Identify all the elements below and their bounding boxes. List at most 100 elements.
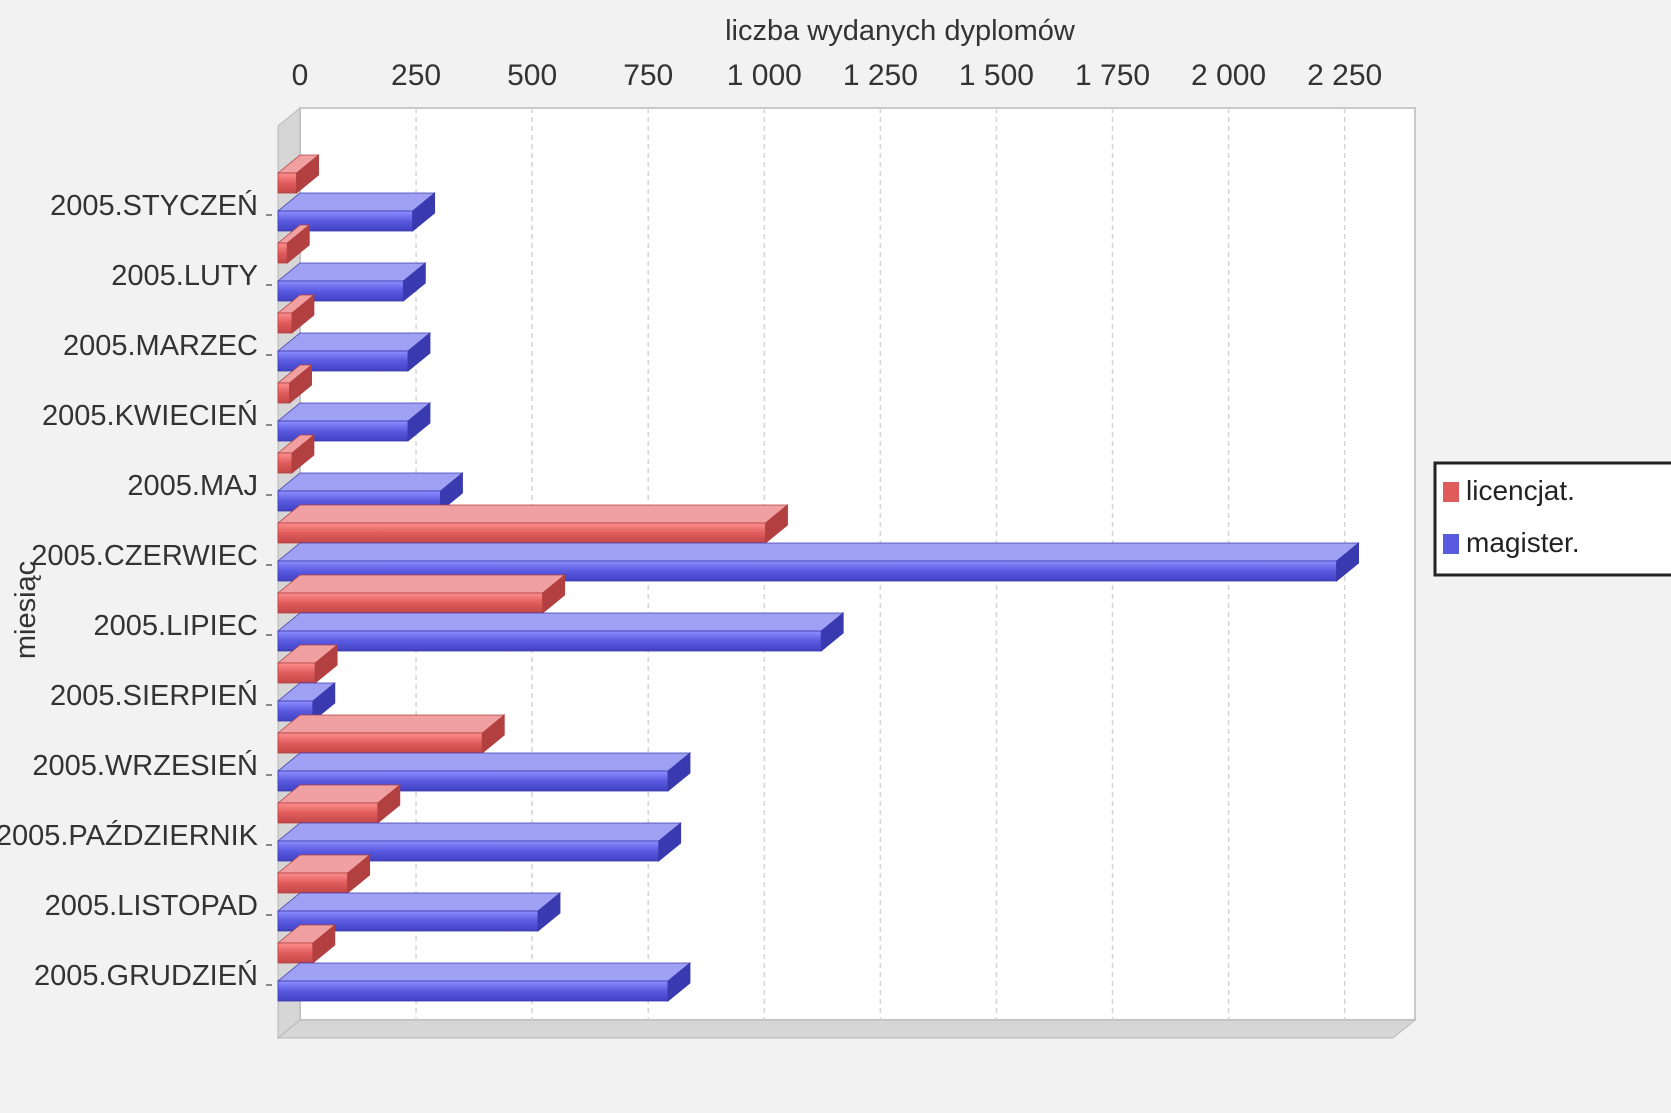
- bar-front-face: [277, 452, 293, 474]
- y-tick-label: 2005.LUTY: [111, 260, 258, 292]
- y-tick-label: 2005.PAŹDZIERNIK: [0, 819, 259, 852]
- legend-box: [1433, 461, 1671, 577]
- bar-end-face: [820, 612, 844, 652]
- x-tick-label: 1 500: [959, 59, 1034, 92]
- bar-end-face: [296, 154, 319, 194]
- x-tick-label: 2 000: [1191, 59, 1266, 92]
- x-tick-label: 750: [623, 59, 673, 92]
- bar-top-face: [276, 542, 1360, 562]
- bar-top-face: [276, 962, 692, 982]
- y-tick-label: 2005.GRUDZIEŃ: [34, 959, 258, 992]
- y-tick-label: 2005.WRZESIEŃ: [32, 749, 258, 782]
- legend-swatch: [1443, 534, 1459, 554]
- y-tick-label: 2005.LIPIEC: [94, 610, 258, 642]
- bar-top-face: [276, 822, 682, 842]
- bar-licencjat: [276, 644, 339, 684]
- bar-top-face: [276, 612, 845, 632]
- bar-front-face: [277, 522, 766, 544]
- bar-front-face: [277, 630, 822, 652]
- bar-magister: [276, 682, 336, 722]
- bar-end-face: [1336, 542, 1360, 582]
- bar-licencjat: [276, 504, 789, 544]
- legend-label: magister.: [1466, 527, 1580, 558]
- bar-magister: [276, 192, 436, 232]
- y-axis-title: miesiąc: [10, 561, 42, 659]
- bar-front-face: [277, 942, 314, 964]
- bar-end-face: [407, 332, 431, 372]
- bar-top-face: [276, 504, 789, 524]
- bar-end-face: [289, 364, 313, 404]
- bar-end-face: [658, 822, 682, 862]
- bar-licencjat: [276, 924, 336, 964]
- x-tick-label: 500: [507, 59, 557, 92]
- bar-front-face: [277, 382, 291, 404]
- bar-end-face: [314, 644, 338, 684]
- bar-licencjat: [276, 434, 316, 474]
- bar-front-face: [277, 242, 288, 264]
- bar-front-face: [277, 802, 379, 824]
- bar-licencjat: [276, 224, 311, 264]
- bar-licencjat: [276, 364, 313, 404]
- bar-magister: [276, 402, 432, 442]
- bar-end-face: [412, 192, 436, 232]
- bar-end-face: [667, 962, 691, 1002]
- bar-end-face: [377, 784, 401, 824]
- bar-end-face: [407, 402, 431, 442]
- x-tick-label: 0: [292, 59, 309, 92]
- y-tick-label: 2005.LISTOPAD: [45, 890, 258, 922]
- bar-end-face: [291, 434, 315, 474]
- x-tick-label: 1 750: [1075, 59, 1150, 92]
- y-tick-label: 2005.MARZEC: [63, 330, 258, 362]
- bar-licencjat: [276, 854, 371, 894]
- bar-end-face: [537, 892, 561, 932]
- bar-end-face: [542, 574, 566, 614]
- bar-licencjat: [276, 714, 506, 754]
- bar-front-face: [277, 312, 293, 334]
- bar-magister: [276, 612, 845, 652]
- bar-front-face: [277, 980, 669, 1002]
- bar-top-face: [276, 472, 464, 492]
- bar-magister: [276, 822, 682, 862]
- bar-end-face: [440, 472, 463, 512]
- bar-licencjat: [276, 154, 320, 194]
- y-tick-label: 2005.STYCZEŃ: [50, 189, 258, 222]
- bar-end-face: [481, 714, 505, 754]
- bar-licencjat: [276, 294, 316, 334]
- bar-magister: [276, 892, 562, 932]
- legend-label: licencjat.: [1466, 475, 1575, 506]
- bar-top-face: [276, 332, 432, 352]
- x-axis-title: liczba wydanych dyplomów: [725, 15, 1076, 47]
- bar-top-face: [276, 714, 506, 734]
- y-tick-label: 2005.CZERWIEC: [31, 540, 258, 572]
- bar-end-face: [667, 752, 691, 792]
- x-tick-label: 250: [391, 59, 441, 92]
- bar-magister: [276, 962, 692, 1002]
- bar-top-face: [276, 262, 427, 282]
- y-tick-label: 2005.KWIECIEŃ: [42, 399, 258, 432]
- bar-end-face: [402, 262, 426, 302]
- plot-floor: [276, 1019, 1417, 1039]
- bar-magister: [276, 262, 427, 302]
- bar-end-face: [291, 294, 315, 334]
- bar-front-face: [277, 732, 483, 754]
- y-tick-label: 2005.SIERPIEŃ: [50, 679, 258, 712]
- legend-swatch: [1443, 482, 1459, 502]
- bar-licencjat: [276, 574, 566, 614]
- bar-top-face: [276, 574, 566, 594]
- bar-front-face: [277, 662, 316, 684]
- bar-front-face: [277, 872, 349, 894]
- x-tick-label: 1 000: [727, 59, 802, 92]
- x-tick-label: 1 250: [843, 59, 918, 92]
- bar-end-face: [312, 924, 336, 964]
- x-tick-label: 2 250: [1307, 59, 1382, 92]
- bar-top-face: [276, 892, 562, 912]
- bar-end-face: [286, 224, 310, 264]
- bar-end-face: [765, 504, 788, 544]
- bar-magister: [276, 332, 432, 372]
- bar-top-face: [276, 752, 692, 772]
- bar-end-face: [347, 854, 371, 894]
- bar-top-face: [276, 192, 436, 212]
- bar-top-face: [276, 402, 432, 422]
